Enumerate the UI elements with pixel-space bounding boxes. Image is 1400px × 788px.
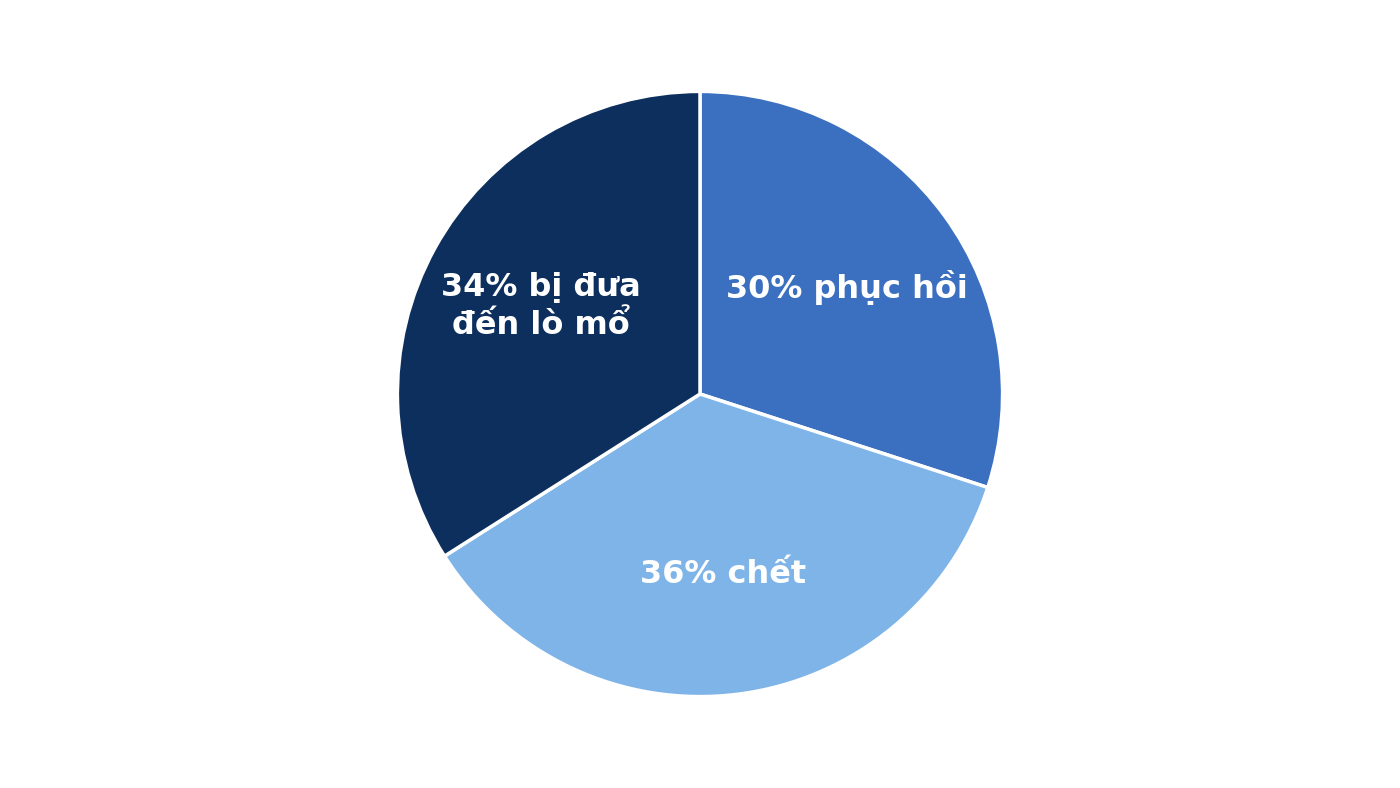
Text: 36% chết: 36% chết <box>640 559 806 589</box>
Wedge shape <box>398 91 700 556</box>
Wedge shape <box>445 394 988 697</box>
Wedge shape <box>700 91 1002 488</box>
Text: 34% bị đưa
đến lò mổ: 34% bị đưa đến lò mổ <box>441 272 641 341</box>
Text: 30% phục hồi: 30% phục hồi <box>727 269 967 305</box>
